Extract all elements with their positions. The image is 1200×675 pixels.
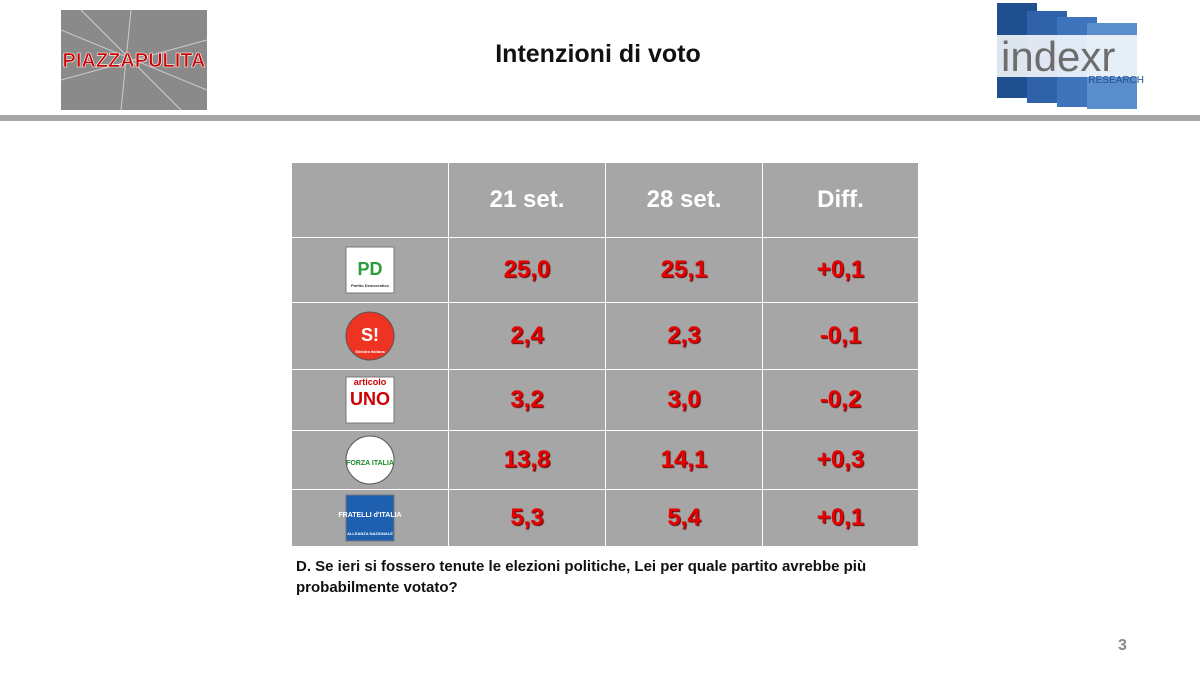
header-row: 21 set. 28 set. Diff.: [291, 162, 919, 238]
value-cell: +0,1: [762, 237, 919, 303]
value-cell: 13,8: [448, 430, 606, 490]
column-header: 21 set.: [448, 162, 606, 238]
logo-cell: FRATELLI d'ITALIA ALLEANZA NAZIONALE: [291, 489, 449, 547]
party-row: S! Sinistra Italiana 2,4 2,3 -0,1: [291, 302, 919, 370]
logo-mark: PD: [357, 259, 382, 279]
party-logo: PD Partito Democratico: [345, 246, 395, 294]
left-logo: PIAZZAPULITA: [61, 10, 207, 110]
right-logo-sub: RESEARCH: [1088, 75, 1144, 86]
party-row: FRATELLI d'ITALIA ALLEANZA NAZIONALE 5,3 5,…: [291, 489, 919, 547]
party-logo: UNO articolo: [345, 376, 395, 424]
party-row: FORZA ITALIA 13,8 14,1 +0,3: [291, 430, 919, 490]
logo-bg: [345, 246, 395, 294]
title: Intenzioni di voto: [495, 40, 701, 68]
right-logo: indexr RESEARCH: [997, 3, 1150, 109]
logo-cell: PD Partito Democratico: [291, 237, 449, 303]
value-cell: +0,1: [762, 489, 919, 547]
party-logo: S! Sinistra Italiana: [345, 311, 395, 361]
page-number: 3: [1118, 637, 1127, 654]
logo-bg: [345, 435, 395, 485]
logo-mark: UNO: [350, 389, 390, 409]
logo-cell: S! Sinistra Italiana: [291, 302, 449, 370]
column-header: 28 set.: [605, 162, 763, 238]
logo-mark: FORZA ITALIA: [346, 460, 394, 467]
value-cell: 25,0: [448, 237, 606, 303]
logo-caption: ALLEANZA NAZIONALE: [347, 531, 393, 536]
logo-mark: FRATELLI d'ITALIA: [338, 512, 401, 519]
value-cell: 25,1: [605, 237, 763, 303]
left-logo-text: PIAZZAPULITA: [63, 50, 206, 72]
logo-caption: Sinistra Italiana: [355, 349, 385, 354]
value-cell: 5,4: [605, 489, 763, 547]
logo-caption: articolo: [354, 377, 387, 387]
value-cell: -0,1: [762, 302, 919, 370]
value-cell: 2,4: [448, 302, 606, 370]
value-cell: 14,1: [605, 430, 763, 490]
value-cell: 5,3: [448, 489, 606, 547]
logo-mark: S!: [361, 325, 379, 345]
column-header: Diff.: [762, 162, 919, 238]
value-cell: -0,2: [762, 369, 919, 431]
party-logo: FRATELLI d'ITALIA ALLEANZA NAZIONALE: [338, 494, 402, 542]
logo-bg: [345, 376, 395, 424]
corner-cell: [291, 162, 449, 238]
logo-bg: [345, 311, 395, 361]
party-row: PD Partito Democratico 25,0 25,1 +0,1: [291, 237, 919, 303]
value-cell: 3,2: [448, 369, 606, 431]
logo-cell: UNO articolo: [291, 369, 449, 431]
logo-caption: Partito Democratico: [351, 283, 390, 288]
value-cell: 2,3: [605, 302, 763, 370]
poll-table: 21 set. 28 set. Diff. PD Partito Democratico…: [291, 162, 919, 547]
logo-cell: FORZA ITALIA: [291, 430, 449, 490]
party-row: UNO articolo 3,2 3,0 -0,2: [291, 369, 919, 431]
right-logo-name: indexr: [1001, 33, 1115, 80]
header-rule: [0, 115, 1200, 121]
value-cell: 3,0: [605, 369, 763, 431]
party-logo: FORZA ITALIA: [345, 435, 395, 485]
value-cell: +0,3: [762, 430, 919, 490]
logo-bg: [345, 494, 395, 542]
question: D. Se ieri si fossero tenute le elezioni…: [296, 558, 867, 596]
